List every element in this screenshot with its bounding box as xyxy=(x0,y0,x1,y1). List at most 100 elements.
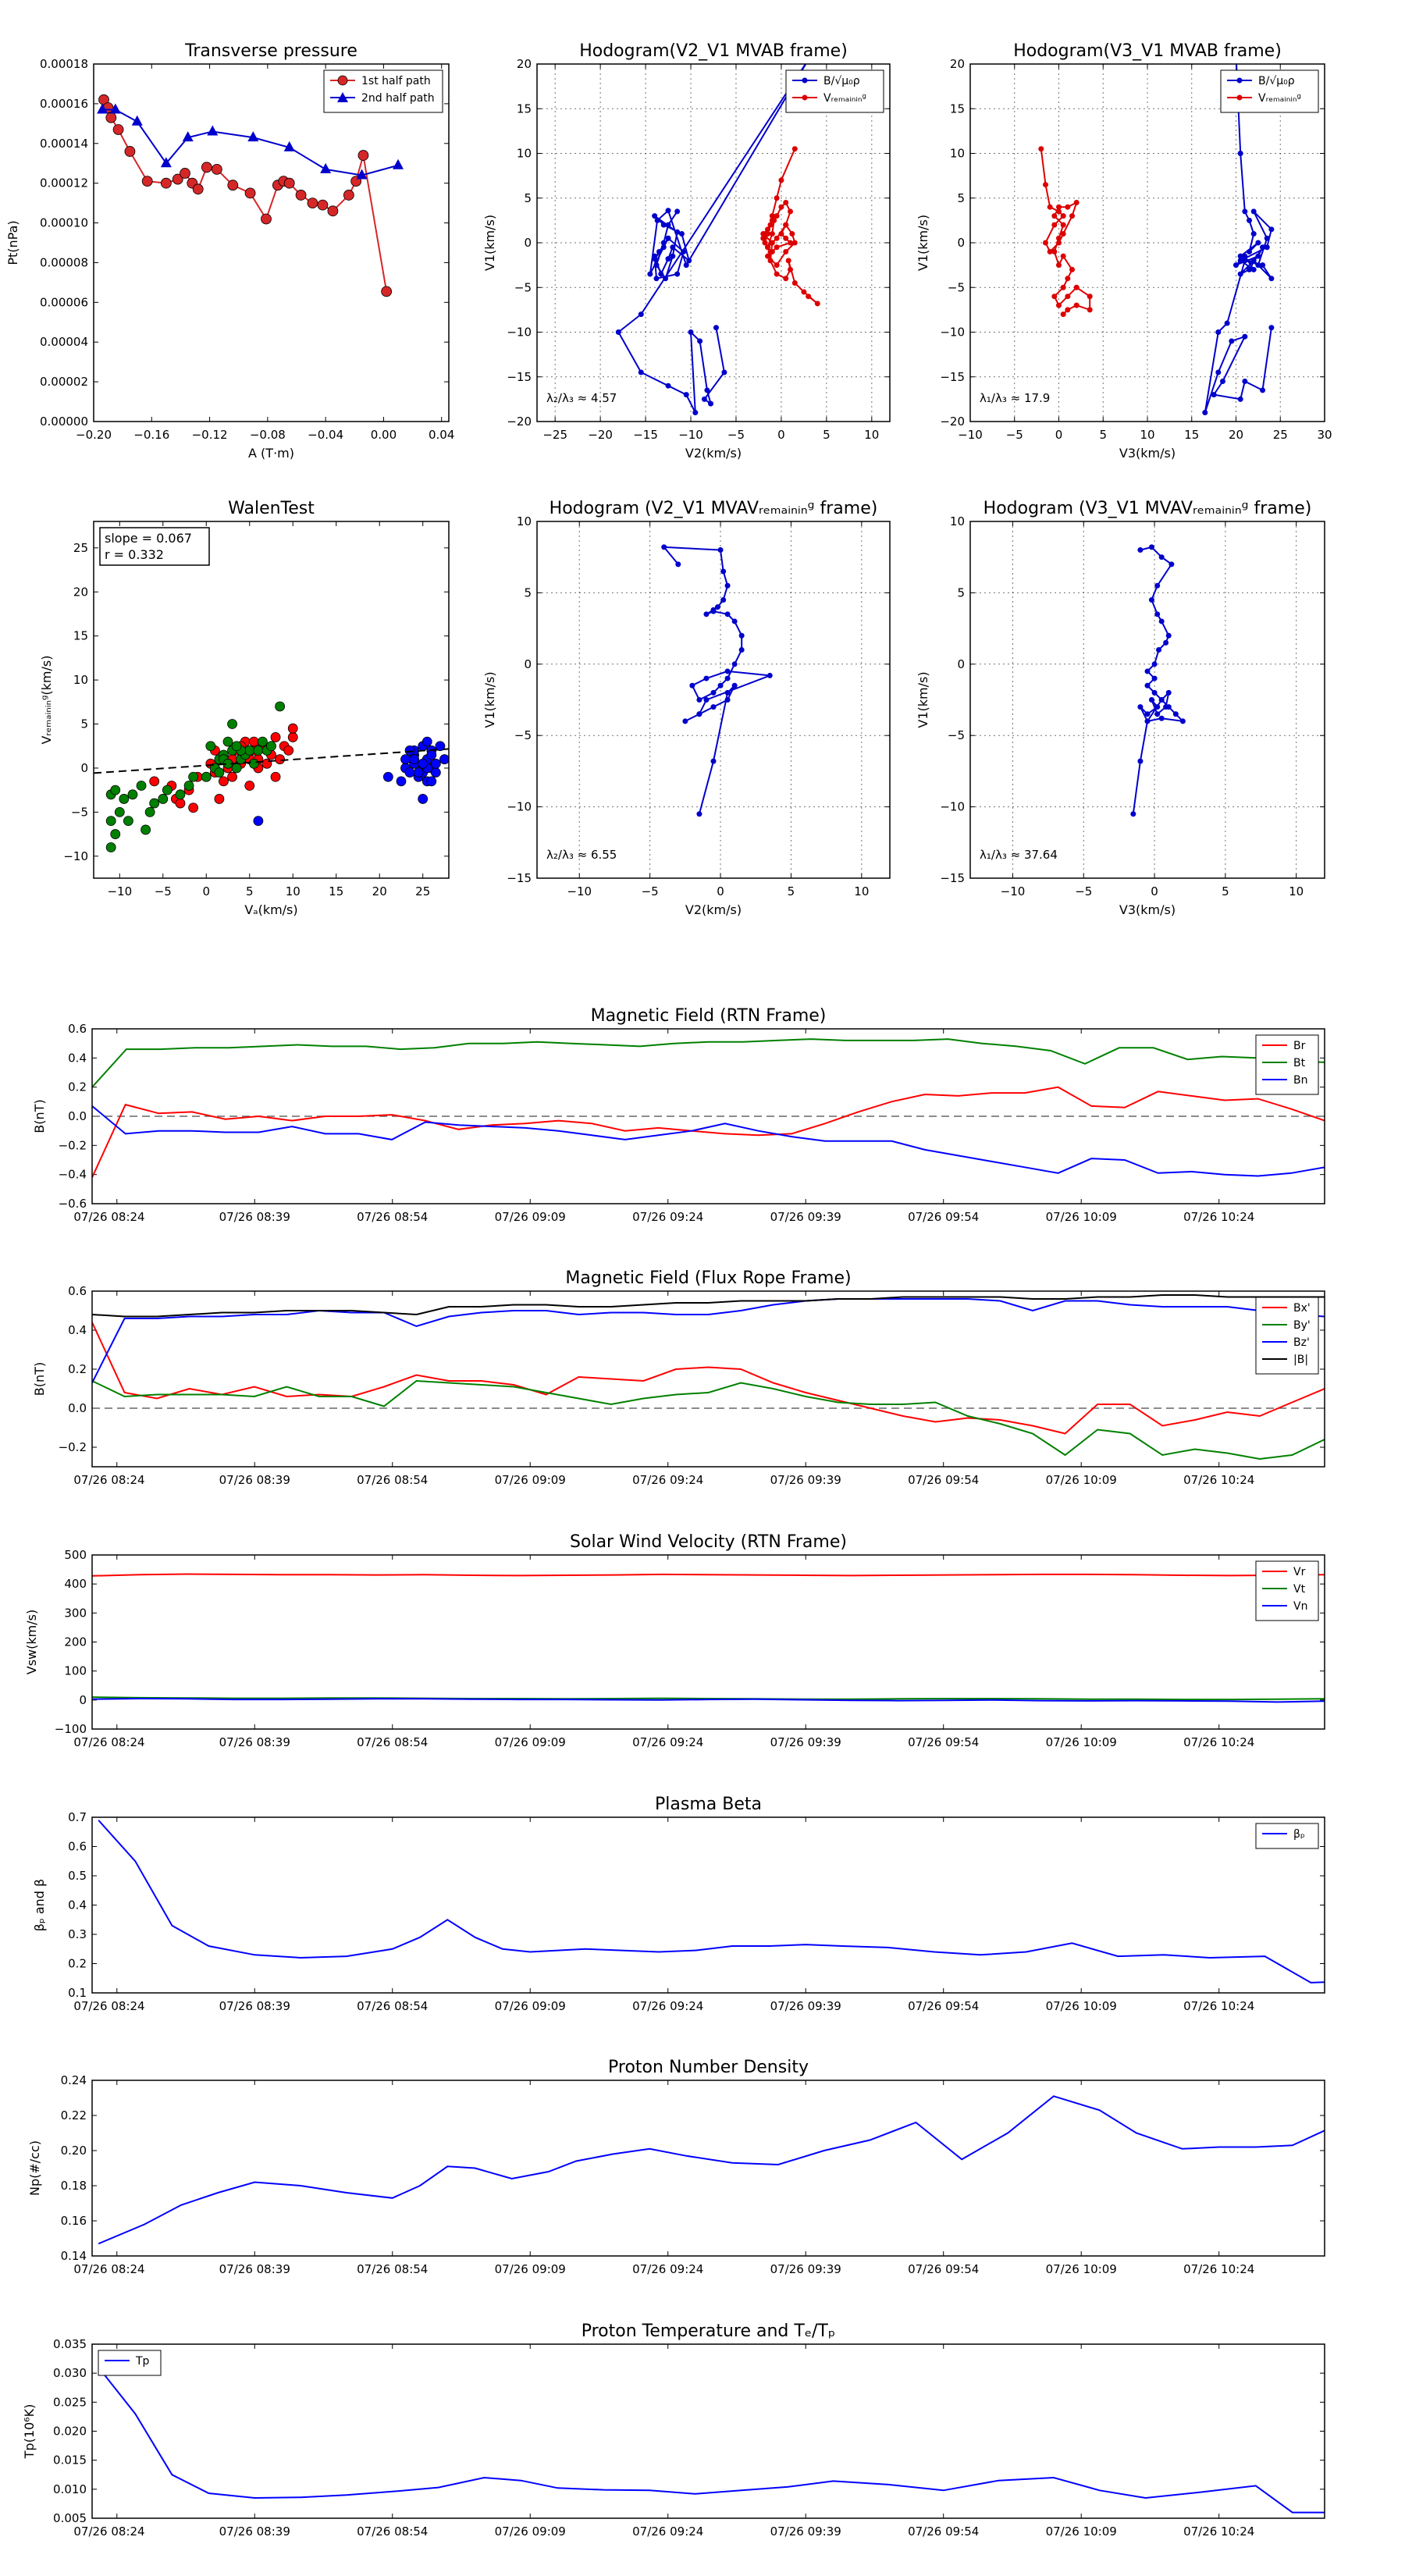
y-tick-label: 10 xyxy=(950,514,965,528)
x-tick-label: 5 xyxy=(823,428,831,442)
hodogram-point-1 xyxy=(1051,248,1058,254)
hodogram-point-0 xyxy=(1165,632,1172,639)
hodogram-point-0 xyxy=(717,547,724,553)
series-line-2 xyxy=(92,1298,1325,1383)
walen-point-red xyxy=(188,802,199,813)
time-tick-label: 07/26 09:09 xyxy=(495,2262,566,2276)
time-tick-label: 07/26 09:24 xyxy=(632,1999,703,2013)
hodogram-point-1 xyxy=(1060,284,1066,290)
legend-marker xyxy=(1236,94,1243,101)
plot-frame xyxy=(93,521,450,879)
walen-point-red xyxy=(270,771,281,782)
hodogram-point-0 xyxy=(703,611,710,617)
hodogram-point-0 xyxy=(1154,611,1161,617)
legend-box xyxy=(785,69,884,113)
walen-point-green xyxy=(231,763,242,774)
hodogram-point-1 xyxy=(789,231,795,237)
hodogram-point-0 xyxy=(674,208,681,215)
x-tick-label: −0.16 xyxy=(133,428,169,442)
plot-frame xyxy=(969,521,1325,879)
hodogram-point-1 xyxy=(765,226,771,233)
data-point-2nd-half xyxy=(97,103,108,114)
walen-point-green xyxy=(158,794,169,804)
hodogram-point-1 xyxy=(1060,213,1066,219)
y-tick-label: 0.20 xyxy=(61,2144,87,2158)
y-tick-label: 0 xyxy=(524,657,532,671)
hodogram-point-1 xyxy=(1056,235,1062,241)
walen-point-blue xyxy=(435,741,446,752)
hodogram-point-0 xyxy=(1154,704,1161,710)
hodogram-point-1 xyxy=(774,195,780,201)
y-tick-label: 0.2 xyxy=(68,1957,87,1971)
hodogram-point-0 xyxy=(1211,392,1217,398)
time-tick-label: 07/26 09:39 xyxy=(770,1473,841,1487)
y-axis-label: V1(km/s) xyxy=(482,215,497,271)
hodogram-point-1 xyxy=(791,146,798,152)
legend: 1st half path 2nd half path xyxy=(323,69,443,113)
hodogram-point-1 xyxy=(1056,208,1062,215)
hodogram-point-1 xyxy=(769,231,775,237)
data-point-1st-half xyxy=(317,199,329,211)
chart-temp: 0.005 0.010 0.015 0.020 0.025 0.030 0.035 Proto… xyxy=(22,2322,1325,2539)
chart-mffr: −0.2 0.0 0.2 0.4 0.6 Magnetic Field (Flux Rop… xyxy=(32,1268,1325,1487)
hodogram-point-0 xyxy=(682,718,688,724)
x-tick-label: −25 xyxy=(542,428,567,442)
legend: βₚ xyxy=(1255,1823,1319,1849)
plot-frame xyxy=(91,1554,1325,1730)
data-point-1st-half xyxy=(192,183,204,195)
x-tick-label: 5 xyxy=(1222,884,1229,898)
plot-content xyxy=(97,94,404,297)
hodogram-point-0 xyxy=(1130,811,1136,817)
x-tick-label: 0.04 xyxy=(429,428,454,442)
data-point-1st-half xyxy=(211,163,222,175)
hodogram-point-0 xyxy=(1179,718,1186,724)
hodogram-point-0 xyxy=(1163,639,1169,646)
hodogram-point-1 xyxy=(765,231,771,237)
hodogram-point-1 xyxy=(1065,276,1071,282)
time-tick-label: 07/26 08:39 xyxy=(219,1473,290,1487)
time-tick-label: 07/26 09:24 xyxy=(632,2262,703,2276)
series-line-0 xyxy=(98,2095,1325,2245)
walen-point-blue xyxy=(400,754,411,765)
y-tick-label: 0.010 xyxy=(53,2482,87,2496)
data-point-1st-half xyxy=(244,187,256,199)
hodogram-point-1 xyxy=(765,253,771,259)
walen-point-red xyxy=(248,736,259,747)
time-tick-label: 07/26 10:09 xyxy=(1046,1210,1117,1224)
hodogram-point-0 xyxy=(1158,697,1165,703)
hodogram-point-1 xyxy=(774,244,780,251)
walen-point-green xyxy=(105,816,116,827)
chart-title: Hodogram(V2_V1 MVAB frame) xyxy=(579,41,848,61)
y-axis-label: Np(#/cc) xyxy=(27,2140,42,2196)
walen-point-green xyxy=(110,829,121,839)
hodogram-point-1 xyxy=(1065,307,1071,313)
y-tick-label: 0.16 xyxy=(61,2214,87,2228)
legend-box xyxy=(1255,1034,1319,1095)
hodogram-point-0 xyxy=(653,276,660,282)
x-tick-label: 15 xyxy=(1184,428,1199,442)
y-tick-label: 20 xyxy=(950,57,965,71)
time-tick-label: 07/26 08:24 xyxy=(73,1210,144,1224)
walen-point-green xyxy=(140,824,151,835)
hodogram-point-0 xyxy=(714,604,720,610)
hodogram-point-1 xyxy=(1069,266,1076,272)
plot-content xyxy=(1038,64,1275,416)
hodogram-point-0 xyxy=(1268,325,1275,331)
y-tick-label: −10 xyxy=(940,326,965,340)
hodogram-point-0 xyxy=(670,244,676,251)
plot-area xyxy=(92,1555,1325,1729)
y-axis-label: V1(km/s) xyxy=(482,671,497,728)
hodogram-point-1 xyxy=(1065,294,1071,300)
time-tick-label: 07/26 10:24 xyxy=(1183,2262,1254,2276)
y-tick-label: −5 xyxy=(948,728,965,742)
hodogram-point-0 xyxy=(1242,258,1248,264)
plot-area xyxy=(94,64,449,422)
hodogram-point-0 xyxy=(1156,647,1162,653)
hodogram-point-0 xyxy=(1250,266,1257,272)
hodogram-point-0 xyxy=(1260,387,1266,393)
eigenvalue-ratio-annotation: λ₁/λ₃ ≈ 17.9 xyxy=(980,391,1050,405)
y-tick-label: 0.025 xyxy=(53,2395,87,2409)
y-tick-label: 0.6 xyxy=(68,1840,87,1854)
y-tick-label: 0.00012 xyxy=(40,176,88,190)
